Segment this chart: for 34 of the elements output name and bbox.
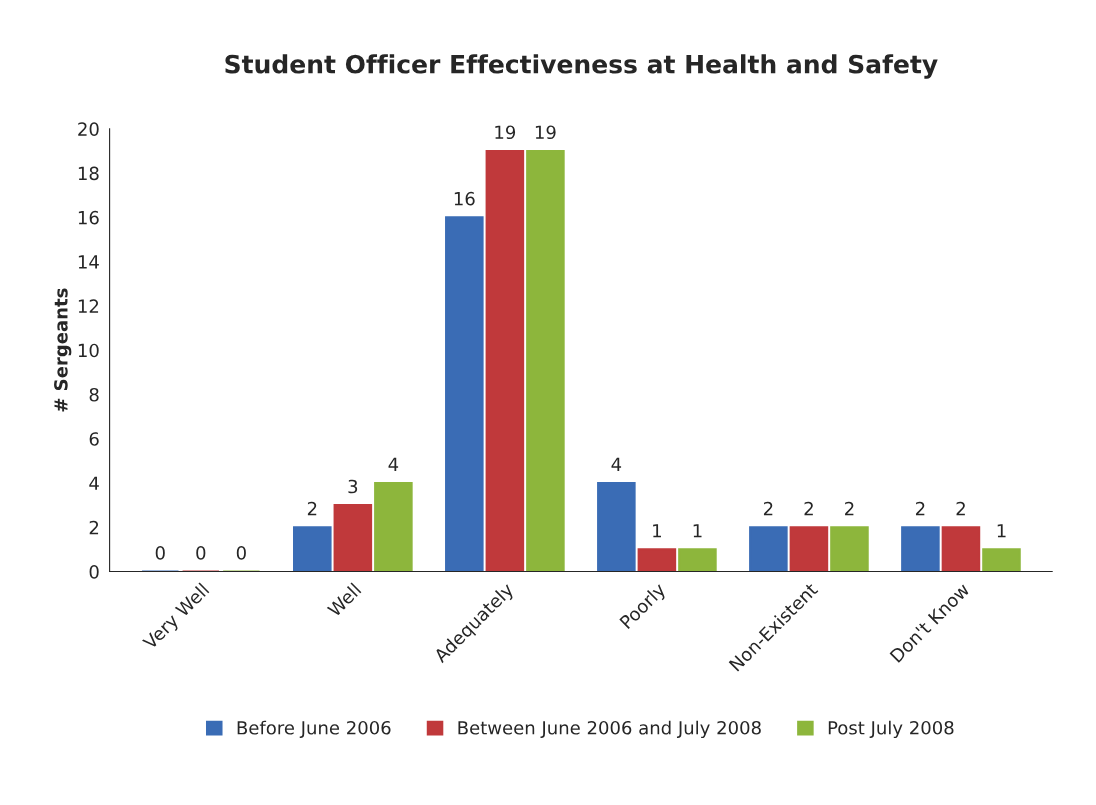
y-tick-label: 18: [78, 166, 99, 181]
y-tick-label: 2: [89, 520, 99, 535]
data-label: 2: [307, 501, 317, 516]
data-label: 1: [693, 524, 702, 538]
data-label: 4: [388, 457, 399, 471]
y-tick-label: 4: [89, 476, 99, 490]
data-label: 19: [495, 125, 516, 140]
y-tick-label: 6: [89, 432, 99, 446]
y-tick-label: 16: [78, 210, 99, 225]
data-label: 0: [236, 546, 246, 560]
data-label: 0: [155, 546, 165, 560]
data-label: 19: [535, 125, 556, 140]
data-label: 2: [845, 501, 854, 516]
data-label: 0: [196, 546, 206, 560]
y-tick-label: 10: [78, 343, 99, 358]
data-label: 2: [956, 501, 965, 516]
legend-label: Before June 2006: [237, 720, 391, 738]
y-axis-title: # Sergeants: [54, 288, 72, 412]
data-label: 16: [454, 191, 475, 206]
data-label: 2: [804, 501, 813, 516]
legend-label: Post July 2008: [828, 720, 954, 739]
data-label: 1: [653, 524, 661, 538]
y-tick-label: 12: [78, 299, 99, 313]
data-label: 1: [997, 524, 1006, 538]
data-label: 4: [611, 457, 622, 471]
legend-label: Between June 2006 and July 2008: [458, 720, 761, 739]
y-tick-label: 0: [89, 565, 99, 579]
data-label: 2: [915, 501, 925, 516]
data-label: 3: [348, 479, 358, 494]
y-tick-label: 8: [89, 387, 99, 402]
data-label: 2: [763, 501, 773, 516]
chart-title: Student Officer Effectiveness at Health and Safety: [225, 54, 938, 79]
y-tick-label: 20: [78, 122, 99, 136]
y-tick-label: 14: [78, 255, 99, 269]
